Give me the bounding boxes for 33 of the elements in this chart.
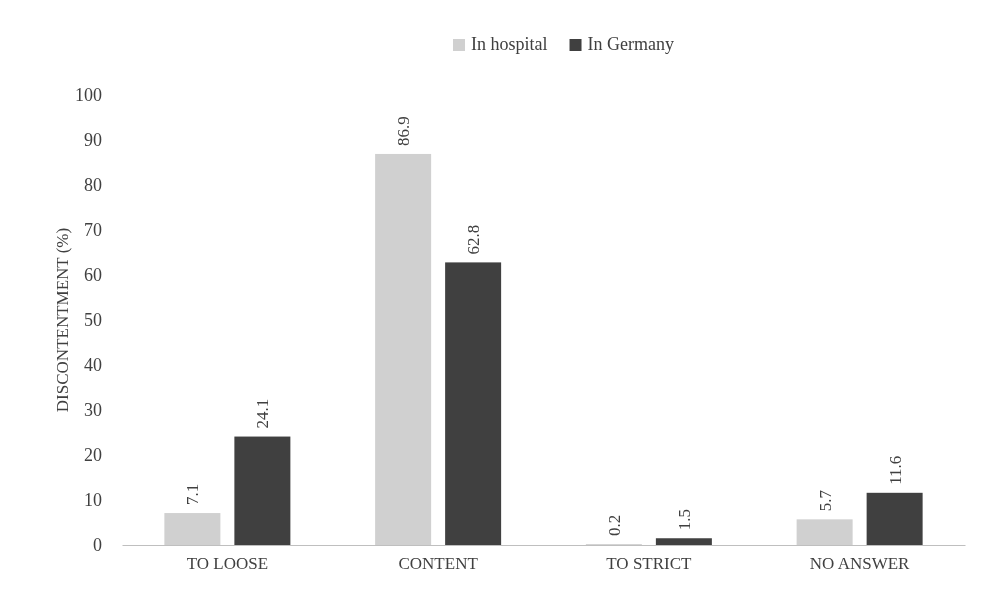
y-tick-label: 50 bbox=[84, 310, 102, 331]
data-label: 1.5 bbox=[674, 509, 694, 531]
x-tick-label: TO LOOSE bbox=[186, 554, 269, 574]
bar bbox=[655, 538, 712, 545]
y-tick-label: 70 bbox=[84, 220, 102, 241]
data-label: 24.1 bbox=[253, 398, 273, 429]
x-tick-label: TO STRICT bbox=[606, 554, 693, 574]
data-label: 62.8 bbox=[464, 224, 484, 255]
y-tick-label: 0 bbox=[93, 535, 102, 556]
data-label: 86.9 bbox=[394, 116, 414, 146]
y-tick-label: 40 bbox=[84, 355, 102, 376]
data-label: 5.7 bbox=[815, 489, 835, 512]
bar bbox=[866, 492, 923, 545]
bar bbox=[375, 153, 432, 545]
x-tick-label: NO ANSWER bbox=[809, 554, 911, 574]
legend-label: In hospital bbox=[471, 34, 548, 54]
y-axis-title: DISCONTENTMENT (%) bbox=[53, 227, 72, 413]
bar bbox=[796, 519, 853, 545]
data-label: 0.2 bbox=[604, 514, 624, 537]
data-label: 7.1 bbox=[183, 483, 203, 506]
bar bbox=[445, 262, 502, 545]
y-tick-label: 20 bbox=[84, 445, 102, 466]
y-tick-label: 90 bbox=[84, 130, 102, 151]
y-tick-label: 10 bbox=[84, 490, 102, 511]
y-tick-label: 100 bbox=[75, 85, 102, 106]
legend-label: In Germany bbox=[587, 34, 674, 54]
x-tick-label: CONTENT bbox=[398, 554, 479, 574]
y-tick-label: 60 bbox=[84, 265, 102, 286]
y-tick-label: 30 bbox=[84, 400, 102, 421]
bar bbox=[234, 436, 291, 545]
data-label: 11.6 bbox=[885, 455, 905, 485]
bar bbox=[164, 513, 221, 545]
y-tick-label: 80 bbox=[84, 175, 102, 196]
